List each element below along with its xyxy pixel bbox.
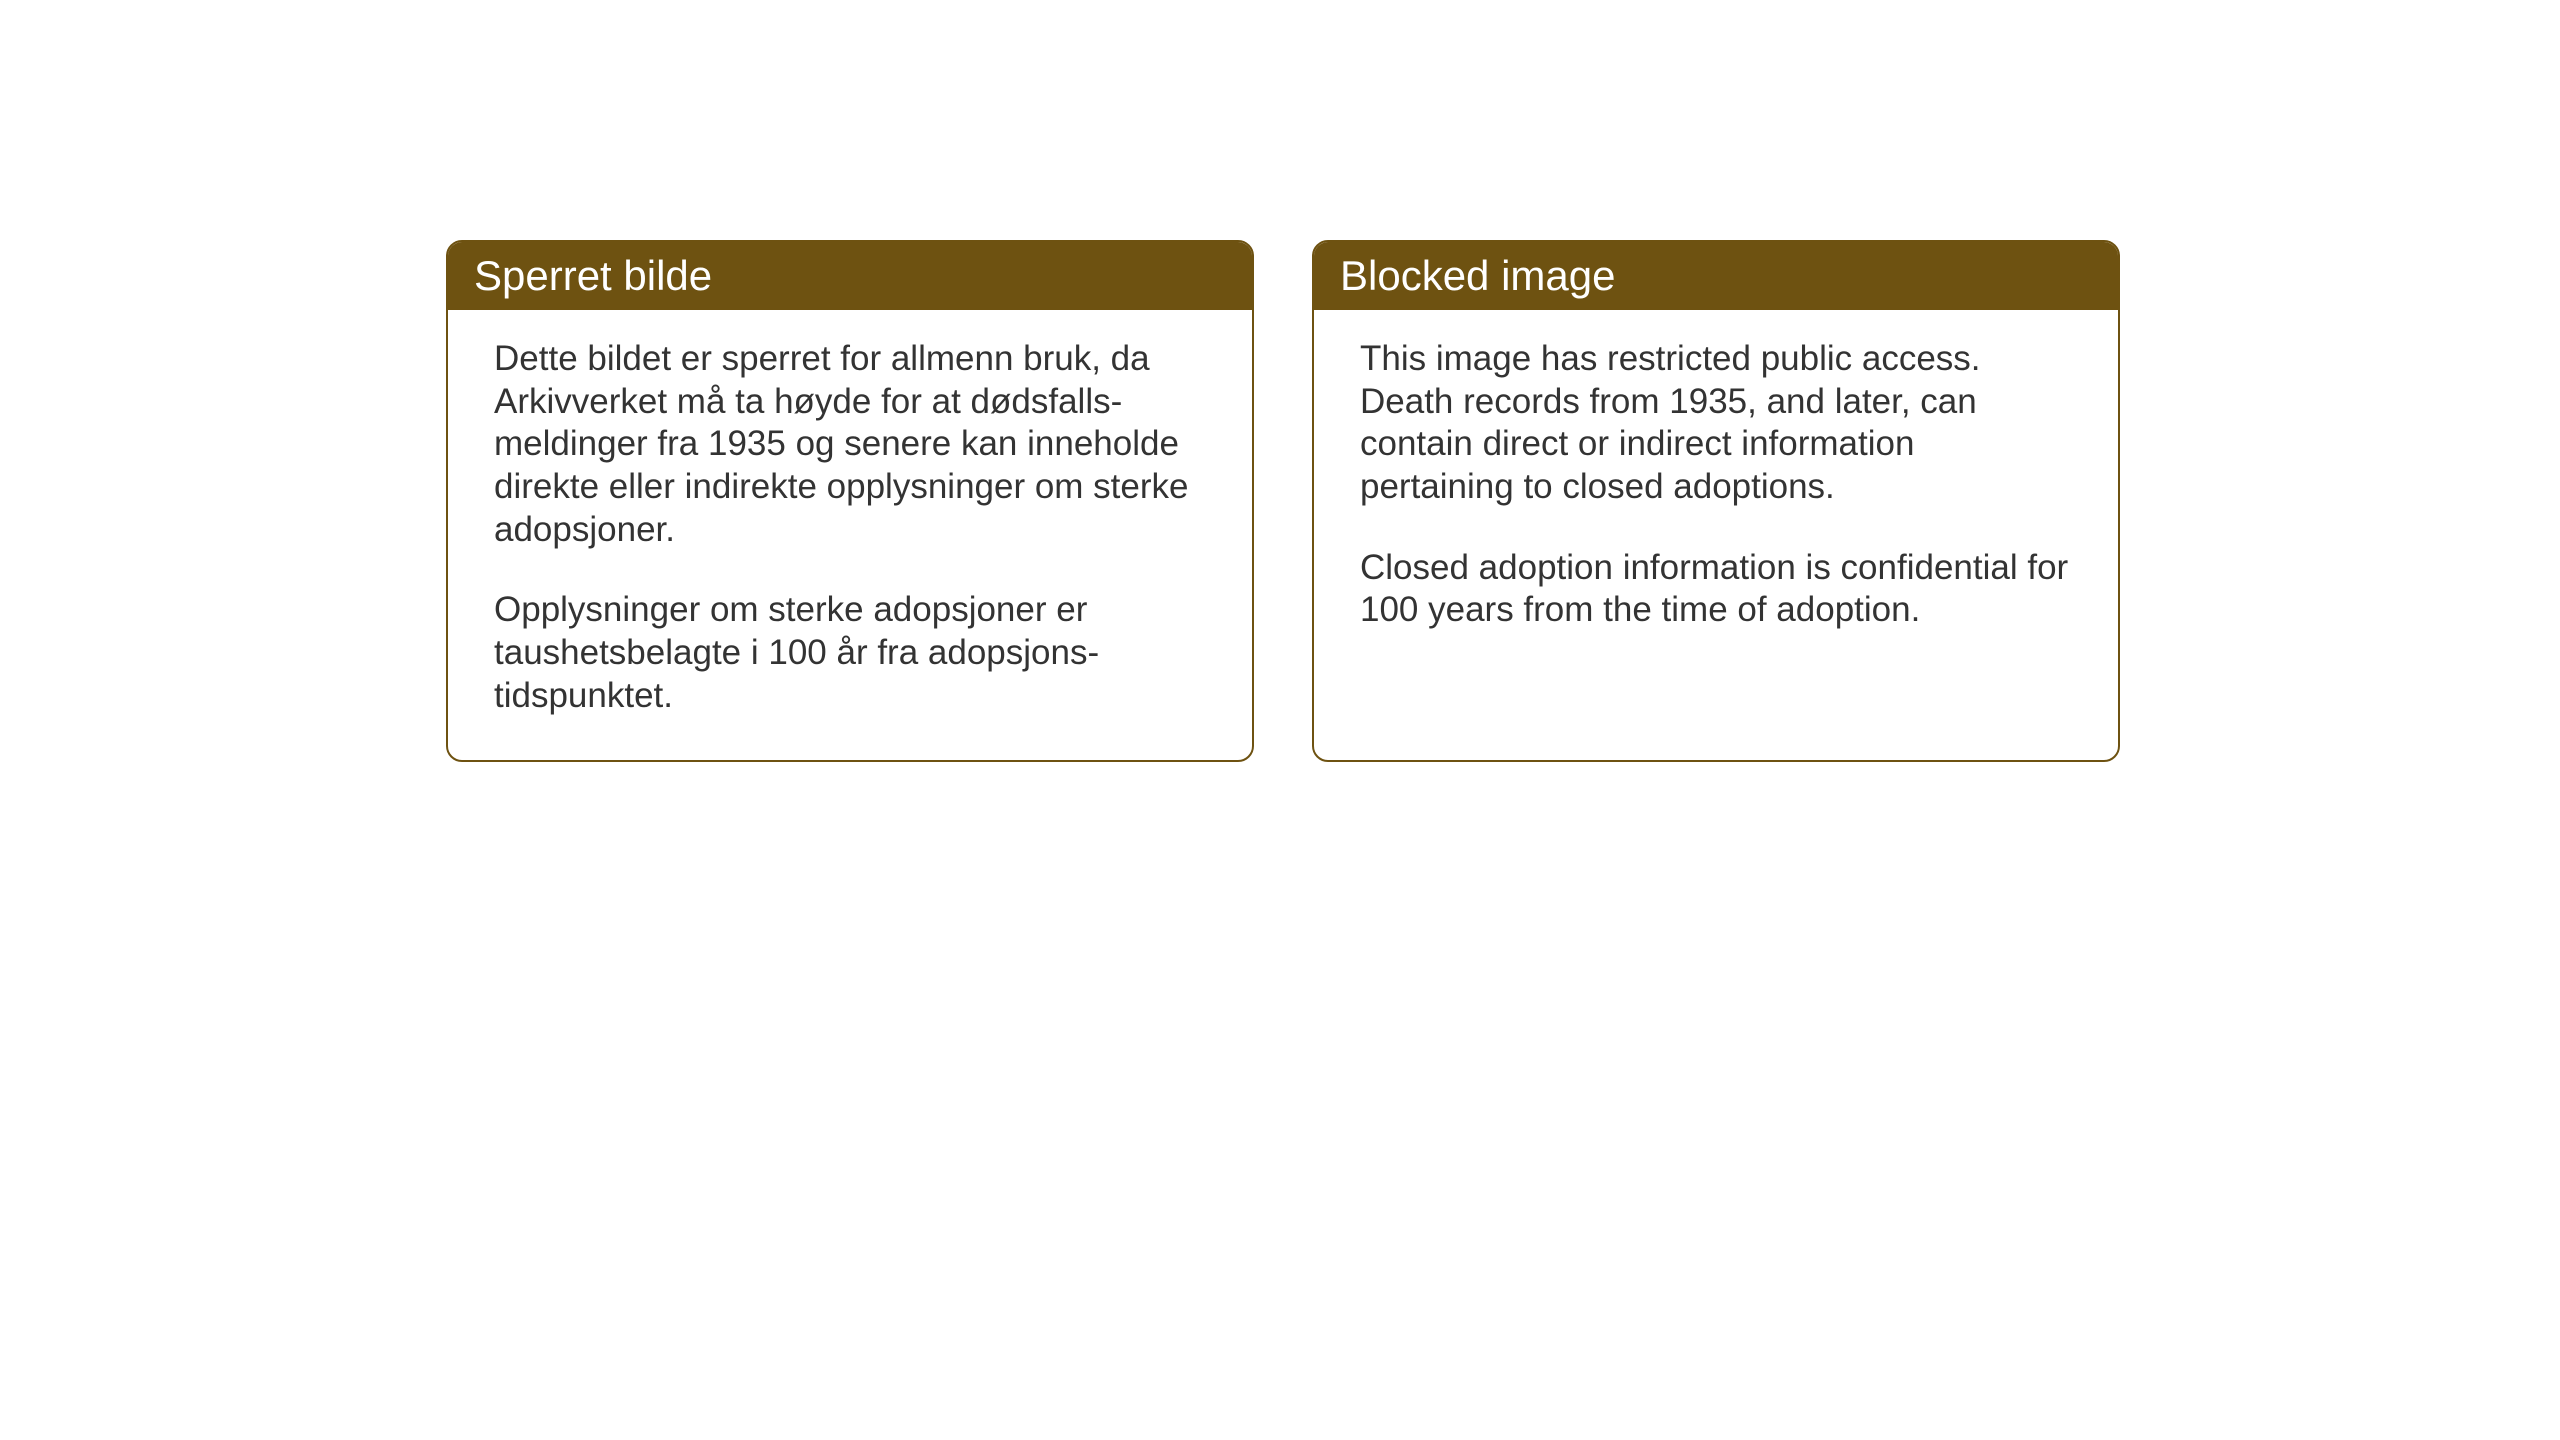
notice-container: Sperret bilde Dette bildet er sperret fo…: [446, 240, 2120, 762]
notice-paragraph-2-english: Closed adoption information is confident…: [1360, 547, 2072, 632]
card-title-norwegian: Sperret bilde: [474, 252, 712, 299]
notice-card-norwegian: Sperret bilde Dette bildet er sperret fo…: [446, 240, 1254, 762]
notice-paragraph-2-norwegian: Opplysninger om sterke adopsjoner er tau…: [494, 589, 1206, 717]
card-body-english: This image has restricted public access.…: [1314, 310, 2118, 750]
card-body-norwegian: Dette bildet er sperret for allmenn bruk…: [448, 310, 1252, 760]
notice-card-english: Blocked image This image has restricted …: [1312, 240, 2120, 762]
card-header-english: Blocked image: [1314, 242, 2118, 310]
card-header-norwegian: Sperret bilde: [448, 242, 1252, 310]
notice-paragraph-1-english: This image has restricted public access.…: [1360, 338, 2072, 509]
notice-paragraph-1-norwegian: Dette bildet er sperret for allmenn bruk…: [494, 338, 1206, 551]
card-title-english: Blocked image: [1340, 252, 1615, 299]
